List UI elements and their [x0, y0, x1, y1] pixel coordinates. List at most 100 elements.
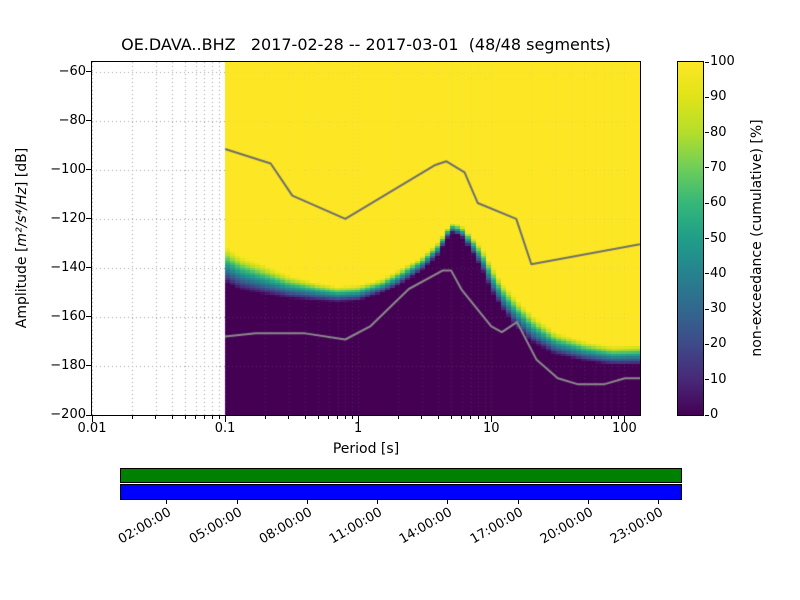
- y-tick-label: −160: [50, 308, 86, 324]
- x-minor-tick-mark: [195, 416, 197, 419]
- time-tick-mark: [166, 500, 168, 504]
- x-minor-tick-mark: [470, 416, 472, 419]
- colorbar-tick-label: 70: [710, 159, 727, 175]
- y-tick-mark: [86, 316, 92, 318]
- colorbar-gradient: [678, 62, 703, 415]
- time-tick-mark: [377, 500, 379, 504]
- colorbar-tick-label: 0: [710, 407, 719, 422]
- x-minor-tick-mark: [603, 416, 605, 419]
- colorbar-tick-mark: [705, 273, 709, 275]
- colorbar: [677, 61, 704, 416]
- colorbar-tick-label: 40: [710, 265, 727, 281]
- time-tick-label: 02:00:00: [116, 505, 175, 548]
- y-tick-mark: [86, 169, 92, 171]
- colorbar-tick-mark: [705, 343, 709, 345]
- x-minor-tick-mark: [530, 416, 532, 419]
- y-tick-mark: [86, 71, 92, 73]
- time-tick-label: 05:00:00: [186, 505, 245, 548]
- colorbar-tick-mark: [705, 132, 709, 134]
- x-minor-tick-mark: [211, 416, 213, 419]
- colorbar-tick-label: 50: [710, 230, 727, 246]
- x-minor-tick-mark: [337, 416, 339, 419]
- time-tick-label: 20:00:00: [537, 505, 596, 548]
- y-tick-mark: [86, 218, 92, 220]
- y-axis-label: Amplitude [m²/s⁴/Hz] [dB]: [14, 148, 30, 328]
- x-minor-tick-mark: [328, 416, 330, 419]
- y-tick-label: −100: [50, 161, 86, 177]
- x-minor-tick-mark: [477, 416, 479, 419]
- x-minor-tick-mark: [155, 416, 156, 419]
- x-axis-label: Period [s]: [332, 441, 400, 457]
- y-tick-mark: [86, 267, 92, 269]
- time-tick-mark: [517, 500, 519, 504]
- x-tick-label: 10: [483, 421, 500, 436]
- x-minor-tick-mark: [437, 416, 439, 419]
- coverage-bar-bottom: [120, 484, 682, 500]
- plot-title: OE.DAVA..BHZ 2017-02-28 -- 2017-03-01 (4…: [121, 35, 611, 54]
- colorbar-label: non-exceedance (cumulative) [%]: [749, 119, 765, 357]
- y-tick-label: −140: [50, 259, 86, 275]
- x-tick-label: 0.1: [214, 421, 236, 436]
- x-minor-tick-mark: [344, 416, 346, 419]
- x-minor-tick-mark: [450, 416, 452, 419]
- x-minor-tick-mark: [171, 416, 173, 419]
- colorbar-tick-mark: [705, 96, 709, 98]
- x-tick-mark: [224, 416, 226, 422]
- y-tick-label: −180: [50, 357, 86, 373]
- colorbar-tick-mark: [705, 61, 709, 63]
- y-tick-label: −60: [58, 63, 86, 79]
- x-tick-mark: [91, 416, 93, 422]
- coverage-bar-top: [120, 468, 682, 483]
- time-tick-mark: [587, 500, 589, 504]
- colorbar-tick-label: 80: [710, 124, 727, 140]
- x-minor-tick-mark: [131, 416, 133, 419]
- y-tick-mark: [86, 414, 92, 416]
- y-axis-label-pre: Amplitude [: [14, 246, 30, 329]
- time-tick-label: 11:00:00: [327, 505, 386, 548]
- time-tick-mark: [447, 500, 449, 504]
- colorbar-tick-mark: [705, 308, 709, 310]
- time-tick-label: 17:00:00: [467, 505, 526, 548]
- x-minor-tick-mark: [421, 416, 423, 419]
- y-tick-label: −200: [50, 407, 86, 422]
- plot-area: [91, 61, 641, 416]
- x-tick-mark: [490, 416, 492, 422]
- ppsd-heatmap-canvas: [92, 62, 640, 415]
- x-minor-tick-mark: [203, 416, 205, 419]
- colorbar-tick-label: 10: [710, 371, 727, 387]
- x-minor-tick-mark: [461, 416, 463, 419]
- x-tick-mark: [623, 416, 625, 422]
- y-tick-label: −120: [50, 210, 86, 226]
- colorbar-tick-mark: [705, 167, 709, 169]
- time-tick-mark: [306, 500, 308, 504]
- x-minor-tick-mark: [184, 416, 186, 419]
- time-tick-label: 08:00:00: [256, 505, 315, 548]
- colorbar-tick-label: 90: [710, 89, 727, 105]
- x-minor-tick-mark: [351, 416, 353, 419]
- x-minor-tick-mark: [583, 416, 585, 419]
- y-tick-mark: [86, 365, 92, 367]
- time-tick-label: 23:00:00: [608, 505, 667, 548]
- colorbar-tick-label: 100: [710, 54, 735, 69]
- x-minor-tick-mark: [304, 416, 306, 419]
- x-tick-label: 1: [354, 421, 363, 436]
- x-tick-label: 100: [611, 421, 637, 436]
- time-tick-mark: [236, 500, 238, 504]
- x-minor-tick-mark: [317, 416, 319, 419]
- x-minor-tick-mark: [288, 416, 290, 419]
- colorbar-tick-mark: [705, 238, 709, 239]
- x-minor-tick-mark: [594, 416, 596, 419]
- colorbar-tick-mark: [705, 414, 709, 416]
- x-minor-tick-mark: [484, 416, 486, 419]
- x-minor-tick-mark: [617, 416, 619, 419]
- y-tick-mark: [86, 120, 92, 122]
- colorbar-tick-label: 60: [710, 195, 727, 211]
- colorbar-tick-mark: [705, 379, 709, 381]
- y-axis-label-post: ] [dB]: [14, 147, 30, 188]
- colorbar-tick-mark: [705, 202, 709, 204]
- x-minor-tick-mark: [570, 416, 572, 419]
- x-minor-tick-mark: [218, 416, 220, 419]
- colorbar-tick-label: 20: [710, 336, 727, 352]
- x-minor-tick-mark: [610, 416, 612, 419]
